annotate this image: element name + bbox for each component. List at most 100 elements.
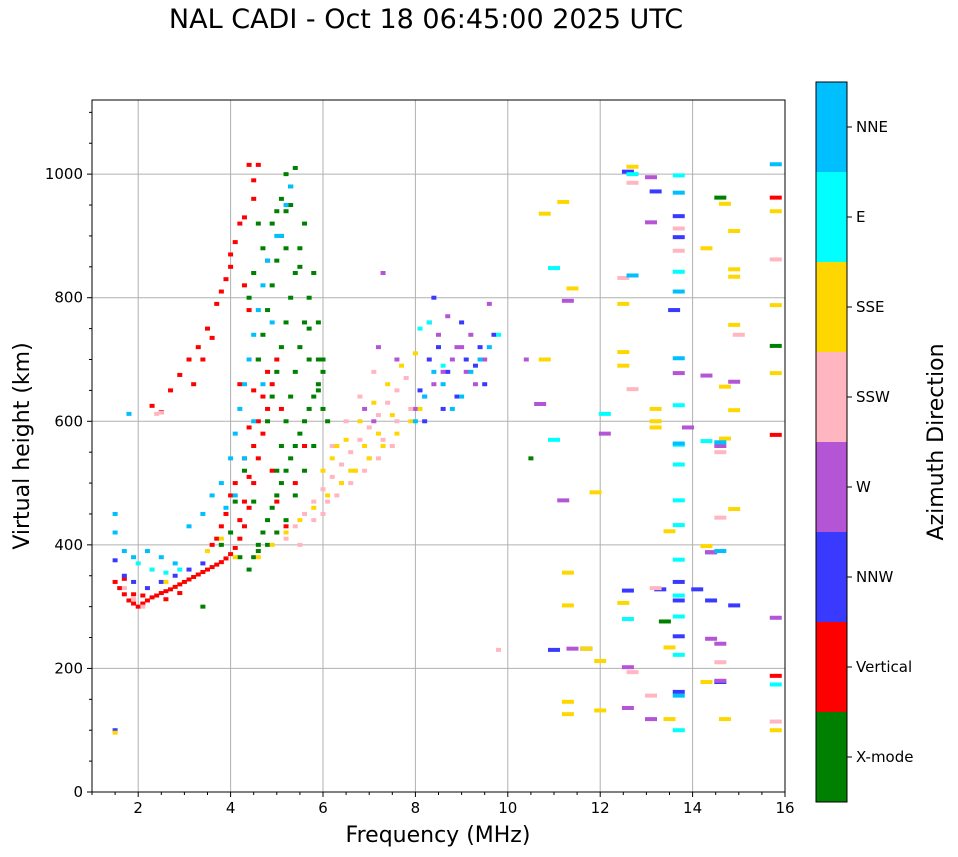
echo-point-vertical xyxy=(260,394,266,399)
echo-point-w xyxy=(454,345,460,350)
echo-point-x-mode xyxy=(315,382,321,387)
echo-point-ssw xyxy=(357,394,363,399)
echo-point-nnw xyxy=(728,603,741,608)
echo-point-nne xyxy=(449,406,455,411)
echo-point-w xyxy=(700,373,713,378)
echo-point-sse xyxy=(417,406,423,411)
echo-point-nnw xyxy=(422,419,428,424)
echo-point-x-mode xyxy=(255,221,261,226)
axis-ticks: 2 4 6 8 10 12 14 16 0 200 400 600 800 1000 xyxy=(45,111,795,817)
echo-point-e xyxy=(672,498,685,503)
echo-point-w xyxy=(380,271,386,275)
echo-point-vertical xyxy=(232,481,238,486)
echo-point-vertical xyxy=(140,601,146,606)
echo-point-nnw xyxy=(436,345,441,350)
echo-point-sse xyxy=(769,209,782,214)
echo-point-sse xyxy=(769,303,782,308)
echo-point-sse xyxy=(218,536,224,541)
echo-point-sse xyxy=(561,570,574,575)
echo-point-x-mode xyxy=(269,283,275,288)
echo-point-nne xyxy=(714,440,727,445)
echo-point-x-mode xyxy=(228,530,234,535)
echo-point-w xyxy=(645,717,658,722)
echo-point-x-mode xyxy=(283,246,289,251)
echo-point-sse xyxy=(663,717,676,722)
echo-point-vertical xyxy=(177,591,183,596)
colorbar-tick-label: W xyxy=(856,478,871,496)
echo-point-ssw xyxy=(334,493,340,498)
echo-point-sse xyxy=(325,493,331,498)
echo-point-sse xyxy=(352,468,358,473)
echo-point-sse xyxy=(320,468,326,473)
echo-point-x-mode xyxy=(283,320,289,325)
echo-point-x-mode xyxy=(297,264,303,269)
echo-point-nne xyxy=(232,431,238,436)
echo-point-nnw xyxy=(672,214,685,219)
echo-point-x-mode xyxy=(260,530,266,535)
echo-point-x-mode xyxy=(200,604,206,609)
echo-point-w xyxy=(714,444,727,448)
echo-point-nne xyxy=(255,308,261,313)
echo-point-sse xyxy=(700,544,713,549)
y-tick-label: 200 xyxy=(54,659,83,677)
echo-point-x-mode xyxy=(274,493,280,498)
echo-point-x-mode xyxy=(255,357,261,362)
echo-point-sse xyxy=(334,444,340,448)
echo-point-sse xyxy=(561,603,574,608)
echo-point-nnw xyxy=(463,357,469,362)
echo-point-x-mode xyxy=(320,369,326,374)
echo-point-x-mode xyxy=(315,357,321,362)
echo-point-vertical xyxy=(214,536,220,541)
echo-point-nne xyxy=(274,233,280,238)
colorbar-tick-label: SSE xyxy=(856,298,885,316)
echo-point-w xyxy=(445,314,451,319)
echo-point-ssw xyxy=(311,499,317,504)
echo-point-sse xyxy=(718,436,731,441)
echo-point-vertical xyxy=(135,604,141,609)
echo-point-ssw xyxy=(292,524,298,529)
echo-point-sse xyxy=(371,400,377,405)
echo-point-sse xyxy=(380,444,386,448)
echo-point-x-mode xyxy=(292,444,298,448)
echo-point-vertical xyxy=(223,511,229,516)
echo-point-sse xyxy=(728,267,741,272)
echo-point-w xyxy=(472,382,478,387)
echo-point-vertical xyxy=(246,308,252,313)
x-tick-label: 6 xyxy=(318,799,328,817)
x-tick-label: 2 xyxy=(133,799,143,817)
colorbar: X-mode Vertical NNW W SSW SSE E NNE xyxy=(815,81,913,803)
echo-point-vertical xyxy=(200,357,206,362)
echo-point-nnw xyxy=(144,586,150,591)
colorbar-segment-nnw xyxy=(816,532,847,622)
echo-point-x-mode xyxy=(278,345,284,350)
echo-point-nnw xyxy=(172,573,178,578)
echo-point-vertical xyxy=(144,598,150,603)
echo-point-w xyxy=(440,369,446,374)
echo-point-nnw xyxy=(491,332,497,337)
echo-point-x-mode xyxy=(246,295,252,300)
echo-point-ssw xyxy=(672,248,685,253)
echo-point-sse xyxy=(718,384,731,389)
echo-point-nne xyxy=(278,233,284,238)
echo-point-w xyxy=(714,641,727,646)
y-tick-label: 600 xyxy=(54,412,83,430)
echo-point-x-mode xyxy=(288,295,294,300)
echo-point-x-mode xyxy=(283,518,289,523)
echo-point-ssw xyxy=(626,387,639,392)
echo-point-nne xyxy=(126,411,132,416)
echo-point-x-mode xyxy=(315,320,321,325)
echo-point-e xyxy=(621,617,634,621)
echo-point-vertical xyxy=(205,326,210,331)
echo-point-w xyxy=(621,705,634,710)
echo-point-vertical xyxy=(172,584,178,589)
echo-point-nne xyxy=(283,203,289,208)
echo-point-nne xyxy=(112,511,118,516)
echo-point-vertical xyxy=(112,579,118,584)
echo-point-nne xyxy=(232,493,238,498)
echo-point-sse xyxy=(366,456,372,461)
echo-point-vertical xyxy=(251,196,257,201)
echo-point-nnw xyxy=(200,561,206,566)
chart-title: NAL CADI - Oct 18 06:45:00 2025 UTC xyxy=(168,4,684,35)
echo-point-vertical xyxy=(131,592,137,597)
echo-point-x-mode xyxy=(246,567,252,572)
